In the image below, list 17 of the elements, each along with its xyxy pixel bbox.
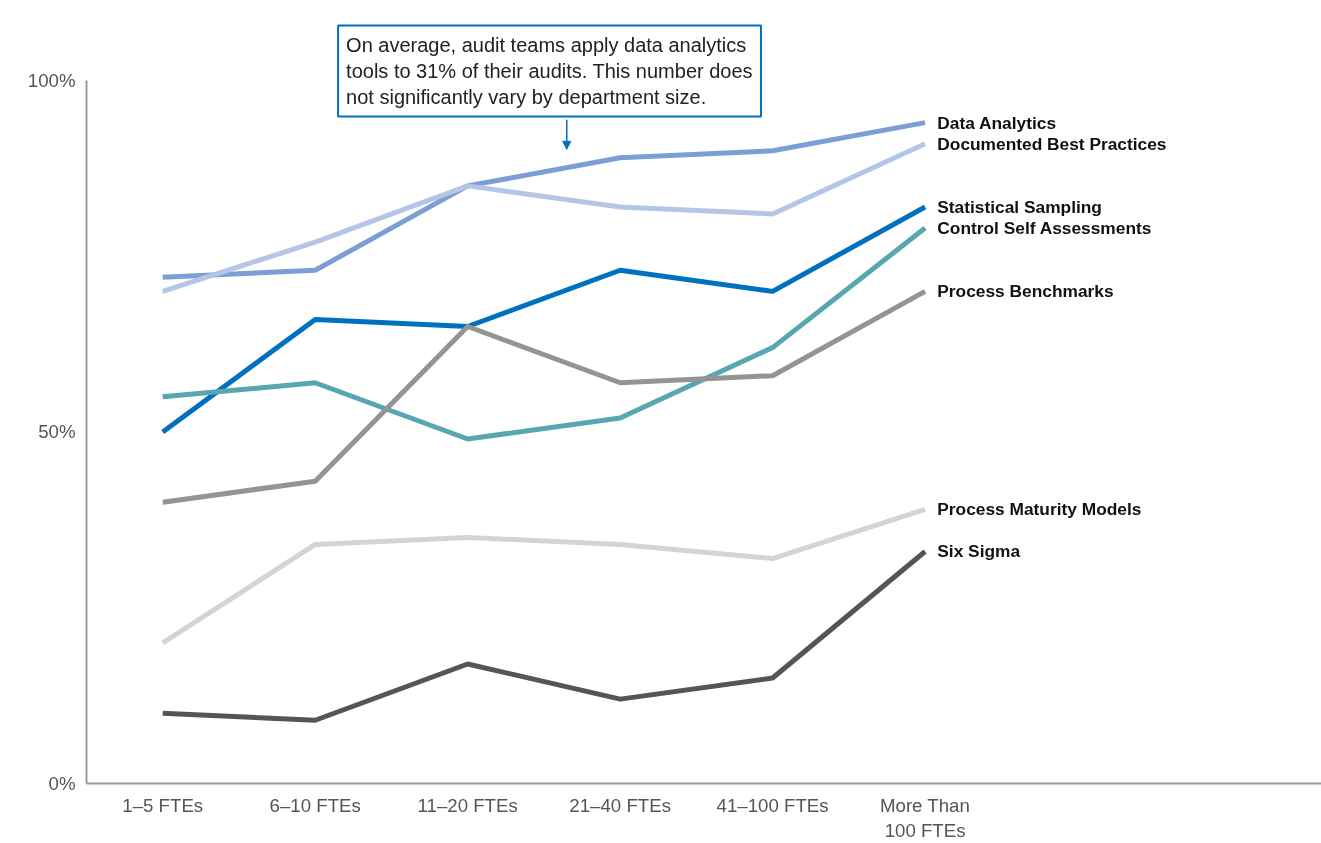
x-tick-label: 11–20 FTEs — [417, 794, 518, 816]
annotation: On average, audit teams apply data analytics tools to 31% of their audits. This number does not significantly vary by department size. — [346, 33, 753, 109]
series-label: Process Maturity Models — [937, 499, 1142, 520]
series-label: Control Self Assessments — [937, 218, 1152, 239]
x-tick-label: 1–5 FTEs — [122, 794, 204, 816]
x-tick-label: 21–40 FTEs — [569, 794, 671, 816]
series-label: Documented Best Practices — [937, 133, 1167, 154]
series-label: Statistical Sampling — [937, 196, 1102, 217]
x-tick-label: 41–100 FTEs — [716, 794, 829, 816]
series-label: Process Benchmarks — [937, 281, 1114, 302]
series-label: Six Sigma — [937, 541, 1021, 562]
y-tick-label: 50% — [38, 421, 76, 443]
y-tick-label: 0% — [48, 773, 76, 794]
x-tick-label: More Than 100 FTEs — [879, 794, 970, 841]
x-tick-label: 6–10 FTEs — [269, 794, 361, 816]
y-tick-label: 100% — [27, 69, 76, 91]
series-label: Data Analytics — [937, 112, 1057, 133]
